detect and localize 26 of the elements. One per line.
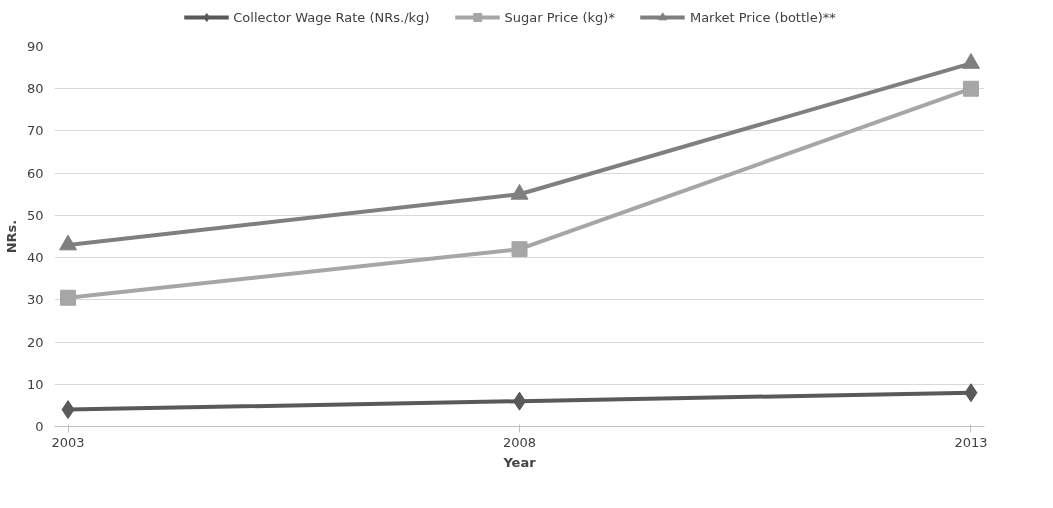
x-tick-label: 2008: [502, 434, 537, 450]
y-tick-label: 60: [26, 165, 44, 181]
y-tick-label: 0: [35, 419, 44, 434]
point: [60, 289, 77, 306]
y-tick-label: 20: [26, 334, 44, 350]
point: [962, 80, 979, 97]
x-axis-title: Year: [502, 454, 537, 470]
y-tick-label: 80: [26, 81, 44, 97]
y-tick-label: 90: [26, 39, 44, 54]
x-tick-label: 2003: [51, 434, 85, 450]
y-tick-label: 40: [26, 250, 44, 266]
y-tick-label: 50: [26, 207, 44, 223]
legend-label: Collector Wage Rate (NRs./kg): [233, 9, 430, 25]
y-tick-label: 30: [26, 292, 44, 308]
y-axis-title: NRs.: [3, 219, 19, 254]
legend-label: Sugar Price (kg)*: [504, 9, 615, 25]
point: [961, 53, 980, 69]
point: [964, 383, 978, 403]
point: [511, 241, 528, 258]
legend-label: Market Price (bottle)**: [689, 9, 836, 25]
point: [61, 400, 75, 420]
y-tick-label: 70: [26, 123, 44, 139]
x-tick-label: 2013: [954, 434, 988, 450]
point: [510, 183, 529, 200]
point: [59, 234, 78, 251]
y-tick-label: 10: [26, 376, 44, 392]
